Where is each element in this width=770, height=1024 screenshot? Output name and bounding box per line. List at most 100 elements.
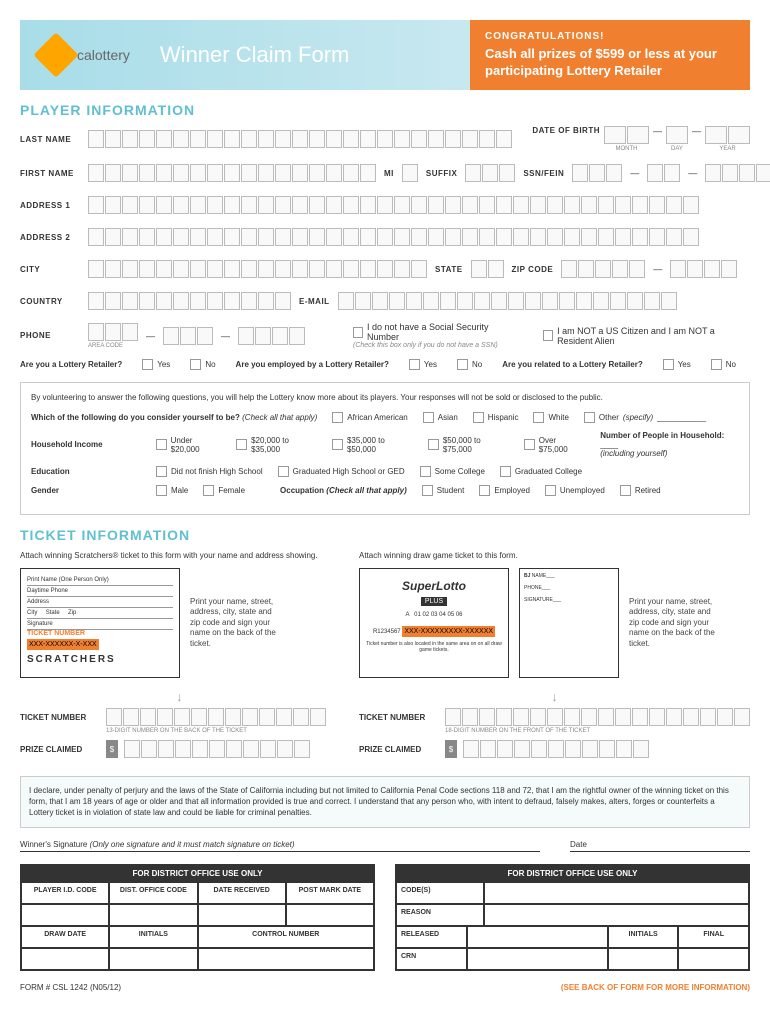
income3-cb[interactable] [332, 439, 343, 450]
phone-boxes2[interactable] [238, 327, 305, 345]
related-q: Are you related to a Lottery Retailer? [502, 360, 642, 369]
suffix-boxes[interactable] [465, 164, 515, 182]
country-boxes[interactable] [88, 292, 291, 310]
edu4-cb[interactable] [500, 466, 511, 477]
female-cb[interactable] [203, 485, 214, 496]
superlotto-sample: SuperLotto PLUS A 01 02 03 04 05 06 R123… [359, 568, 509, 678]
winner-sig[interactable]: Winner's Signature (Only one signature a… [20, 840, 540, 852]
income5-cb[interactable] [524, 439, 535, 450]
city-label: CITY [20, 265, 80, 274]
zip-boxes2[interactable] [670, 260, 737, 278]
mi-label: MI [384, 169, 394, 178]
last-name-label: LAST NAME [20, 135, 80, 144]
address2-row: ADDRESS 2 [20, 226, 750, 248]
state-boxes[interactable] [471, 260, 504, 278]
signature-row: Winner's Signature (Only one signature a… [20, 840, 750, 852]
ssn-boxes[interactable] [572, 164, 622, 182]
student-cb[interactable] [422, 485, 433, 496]
office-section: FOR DISTRICT OFFICE USE ONLY PLAYER I.D.… [20, 864, 750, 971]
logo: calottery [40, 39, 130, 71]
prize-boxes[interactable] [124, 740, 310, 758]
footer: FORM # CSL 1242 (N05/12) (SEE BACK OF FO… [20, 983, 750, 992]
sun-icon [33, 32, 78, 77]
draw-intro: Attach winning draw game ticket to this … [359, 551, 750, 560]
form-number: FORM # CSL 1242 (N05/12) [20, 983, 121, 992]
prize-label2: PRIZE CLAIMED [359, 745, 439, 754]
header-left: calottery Winner Claim Form [20, 20, 470, 90]
email-boxes[interactable] [338, 292, 677, 310]
hispanic-cb[interactable] [473, 412, 484, 423]
address2-boxes[interactable] [88, 228, 699, 246]
dob-year[interactable] [705, 126, 750, 144]
demo-intro: By volunteering to answer the following … [31, 393, 739, 402]
dob-label: DATE OF BIRTH [532, 126, 600, 135]
draw-col: Attach winning draw game ticket to this … [359, 551, 750, 764]
mi-box[interactable] [402, 164, 418, 182]
related-no[interactable] [711, 359, 722, 370]
white-cb[interactable] [533, 412, 544, 423]
african-cb[interactable] [332, 412, 343, 423]
edu3-cb[interactable] [420, 466, 431, 477]
retailer-yes[interactable] [142, 359, 153, 370]
country-label: COUNTRY [20, 297, 80, 306]
zip-label: ZIP CODE [512, 265, 554, 274]
header-right: CONGRATULATIONS! Cash all prizes of $599… [470, 20, 750, 90]
unemployed-cb[interactable] [545, 485, 556, 496]
employed-cb[interactable] [479, 485, 490, 496]
draw-note: Print your name, street, address, city, … [629, 597, 719, 649]
last-name-boxes[interactable] [88, 130, 512, 148]
edu2-cb[interactable] [278, 466, 289, 477]
ssn-boxes2[interactable] [647, 164, 680, 182]
retired-cb[interactable] [620, 485, 631, 496]
zip-boxes[interactable] [561, 260, 645, 278]
ssn-label: SSN/FEIN [523, 169, 564, 178]
not-citizen-checkbox[interactable] [543, 330, 553, 341]
edu1-cb[interactable] [156, 466, 167, 477]
phone-boxes1[interactable] [163, 327, 213, 345]
education-label: Education [31, 467, 141, 476]
other-cb[interactable] [584, 412, 595, 423]
dob-day[interactable] [666, 126, 688, 144]
retailer-questions: Are you a Lottery Retailer? Yes No Are y… [20, 359, 750, 370]
city-boxes[interactable] [88, 260, 427, 278]
ticket-num-boxes2[interactable] [445, 708, 750, 726]
not-citizen-text: I am NOT a US Citizen and I am NOT a Res… [557, 326, 750, 346]
no-ssn-checkbox[interactable] [353, 327, 363, 338]
address1-label: ADDRESS 1 [20, 201, 80, 210]
income1-cb[interactable] [156, 439, 167, 450]
dob-month[interactable] [604, 126, 649, 144]
phone-row: PHONE AREA CODE — — I do not have a Soci… [20, 322, 750, 349]
arrow-icon: ↓ [20, 690, 339, 704]
congrats-text: CONGRATULATIONS! [485, 31, 735, 42]
no-ssn-note: (Check this box only if you do not have … [353, 342, 505, 349]
first-name-label: FIRST NAME [20, 169, 80, 178]
income4-cb[interactable] [428, 439, 439, 450]
first-name-boxes[interactable] [88, 164, 376, 182]
last-name-row: LAST NAME DATE OF BIRTH MONTH — DAY — YE… [20, 126, 750, 152]
address1-boxes[interactable] [88, 196, 699, 214]
employed-yes[interactable] [409, 359, 420, 370]
male-cb[interactable] [156, 485, 167, 496]
date-sig[interactable]: Date [570, 840, 750, 852]
demographics-box: By volunteering to answer the following … [20, 382, 750, 515]
ticket-num-label2: TICKET NUMBER [359, 713, 439, 722]
ticket-num-boxes[interactable] [106, 708, 326, 726]
cash-text: Cash all prizes of $599 or less at your … [485, 46, 735, 80]
ticket-section: Attach winning Scratchers® ticket to thi… [20, 551, 750, 764]
gender-label: Gender [31, 486, 141, 495]
income2-cb[interactable] [236, 439, 247, 450]
prize-boxes2[interactable] [463, 740, 649, 758]
phone-area-boxes[interactable] [88, 323, 138, 341]
ethnicity-q: Which of the following do you consider y… [31, 413, 240, 422]
arrow-icon: ↓ [359, 690, 750, 704]
header-banner: calottery Winner Claim Form CONGRATULATI… [20, 20, 750, 90]
related-yes[interactable] [663, 359, 674, 370]
retailer-q: Are you a Lottery Retailer? [20, 360, 122, 369]
asian-cb[interactable] [423, 412, 434, 423]
see-back: (SEE BACK OF FORM FOR MORE INFORMATION) [561, 983, 750, 992]
scratchers-intro: Attach winning Scratchers® ticket to thi… [20, 551, 339, 560]
ssn-boxes3[interactable] [705, 164, 770, 182]
retailer-no[interactable] [190, 359, 201, 370]
dollar-icon: $ [445, 740, 457, 758]
employed-no[interactable] [457, 359, 468, 370]
